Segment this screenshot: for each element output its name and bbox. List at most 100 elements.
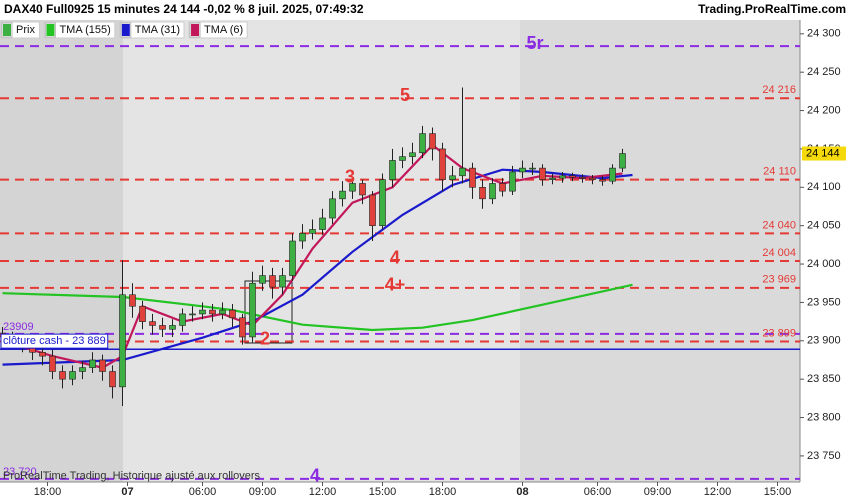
candle-body	[369, 194, 376, 226]
candle-body	[119, 294, 126, 388]
candle-body	[469, 167, 476, 188]
x-tick-label: 12:00	[309, 486, 337, 498]
candle-body	[159, 325, 166, 330]
legend-swatch	[46, 24, 55, 36]
x-tick-label: 18:00	[429, 486, 457, 498]
candle-body	[619, 153, 626, 169]
candle-body	[439, 148, 446, 180]
candle-body	[289, 240, 296, 276]
candle-body	[39, 352, 46, 357]
y-tick-label: 24 050	[807, 220, 841, 232]
candle-body	[189, 313, 196, 316]
candle-body	[549, 177, 556, 180]
candle-body	[569, 175, 576, 178]
indicator-line	[2, 283, 633, 332]
y-tick-label: 24 100	[807, 181, 841, 193]
x-tick-label: 09:00	[644, 486, 672, 498]
level-tag: 5r	[526, 33, 543, 53]
candle-body	[329, 198, 336, 219]
footnote: ProRealTime Trading, Historique ajusté a…	[3, 470, 260, 482]
level-tag: 4	[310, 466, 320, 486]
indicator-lines	[2, 143, 633, 369]
candle-body	[139, 305, 146, 322]
x-tick-label: 09:00	[249, 486, 277, 498]
candle-body	[589, 177, 596, 180]
candle-body	[399, 156, 406, 161]
level-tag: 4	[390, 248, 400, 268]
candle-body	[69, 371, 76, 380]
candle-body	[319, 217, 326, 230]
levels	[0, 45, 800, 480]
candle-body	[239, 317, 246, 338]
candle-body	[509, 171, 516, 192]
legend-label: Prix	[16, 24, 35, 36]
candle-body	[539, 167, 546, 180]
y-tick-label: 23 850	[807, 373, 841, 385]
candle-body	[89, 359, 96, 368]
legend-bg	[119, 21, 185, 39]
level-label: 23 969	[762, 274, 796, 286]
candle-body	[599, 179, 606, 182]
candles	[0, 87, 626, 407]
candle-body	[449, 175, 456, 180]
indicator-line	[2, 143, 623, 369]
candle-body	[79, 367, 86, 372]
x-tick-label: 06:00	[584, 486, 612, 498]
candle-body	[409, 152, 416, 157]
candle-body	[209, 309, 216, 315]
candle-body	[279, 275, 286, 288]
level-left-label: clôture cash - 23 889	[3, 335, 106, 347]
legend-swatch	[191, 24, 200, 36]
level-label: 24 216	[762, 84, 796, 96]
candle-body	[129, 294, 136, 307]
legend: Prix TMA (155) TMA (31) TMA (6)	[0, 21, 248, 39]
price-axis	[800, 20, 850, 500]
y-tick-label: 23 750	[807, 450, 841, 462]
indicator-line	[2, 168, 633, 366]
candle-body	[269, 275, 276, 288]
session-shade	[0, 20, 123, 482]
level-left-label: 23 720	[3, 466, 37, 478]
level-label: 24 110	[763, 166, 796, 178]
y-tick-label: 24 000	[807, 258, 841, 270]
level-tag: 5	[400, 85, 410, 105]
y-tick-label: 23 800	[807, 411, 841, 423]
candle-body	[359, 183, 366, 196]
legend-swatch	[3, 24, 11, 36]
candle-body	[499, 183, 506, 192]
candle-body	[219, 309, 226, 315]
candle-body	[429, 133, 436, 150]
last-price-box	[802, 146, 846, 161]
candle-body	[179, 313, 186, 326]
time-axis	[0, 482, 800, 500]
legend-label: TMA (6)	[204, 24, 243, 36]
legend-bg	[188, 21, 248, 39]
level-tag: 2	[260, 328, 270, 348]
candle-body	[229, 309, 236, 319]
candle-body	[309, 229, 316, 234]
y-tick-label: 24 300	[807, 28, 841, 40]
y-tick-label: 24 200	[807, 104, 841, 116]
x-tick-label: 15:00	[764, 486, 792, 498]
candle-body	[299, 233, 306, 242]
candle-body	[149, 321, 156, 326]
x-tick-label: 07	[121, 486, 133, 498]
candle-body	[59, 371, 66, 380]
candle-body	[379, 179, 386, 226]
candle-body	[349, 183, 356, 192]
x-tick-label: 06:00	[189, 486, 217, 498]
y-tick-label: 23 950	[807, 296, 841, 308]
candle-body	[459, 167, 466, 177]
level-label: 23 899	[762, 327, 796, 339]
candle-body	[99, 359, 106, 372]
legend-label: TMA (155)	[59, 24, 110, 36]
candle-body	[489, 183, 496, 200]
level-label: 24 040	[762, 219, 796, 231]
level-left-label: 23909	[3, 321, 34, 333]
session-shade	[123, 20, 520, 482]
legend-bg	[43, 21, 116, 39]
candle-body	[519, 167, 526, 173]
source: Trading.ProRealTime.com	[698, 2, 846, 16]
